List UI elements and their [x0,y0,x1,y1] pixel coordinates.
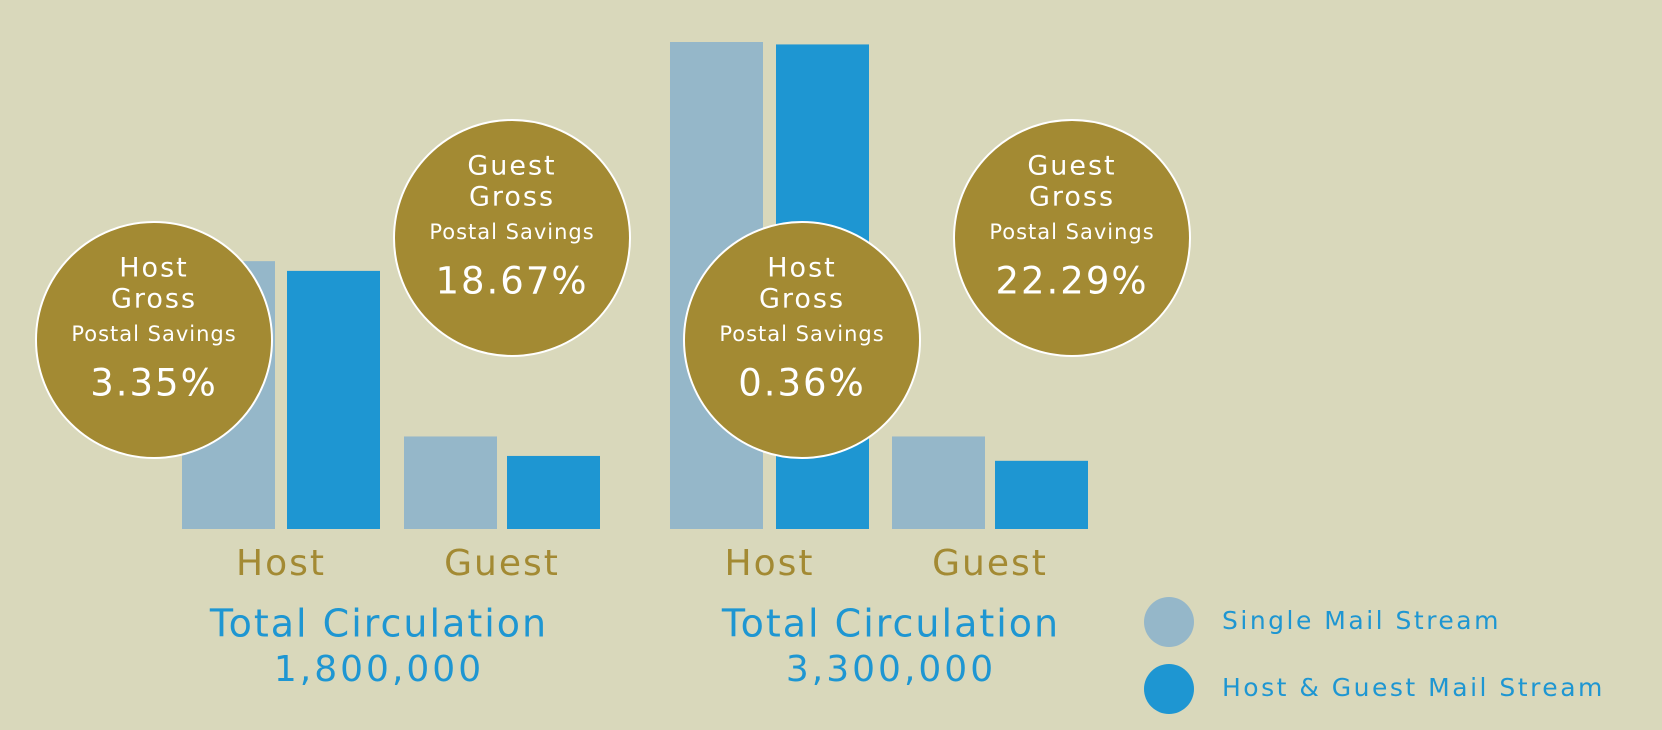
panel-subtitle: 3,300,000 [786,649,996,690]
legend-swatch [1144,664,1194,714]
legend-swatch [1144,597,1194,647]
panel-subtitle: 1,800,000 [274,649,484,690]
bar [995,460,1088,529]
panel-title: Total Circulation [209,602,548,646]
bar [404,436,497,529]
legend-label: Host & Guest Mail Stream [1222,673,1605,702]
bar [507,455,600,529]
badge-label: Gross [1029,182,1115,213]
badge-value: 18.67% [435,260,588,303]
badge-sublabel: Postal Savings [989,220,1154,244]
savings-badge [35,221,273,459]
savings-badge [393,119,631,357]
badge-label: Host [767,253,836,284]
savings-badge [683,221,921,459]
savings-badge [953,119,1191,357]
legend-label: Single Mail Stream [1222,606,1501,635]
category-label: Guest [444,543,560,584]
badge-label: Guest [1027,151,1116,182]
badge-sublabel: Postal Savings [71,322,236,346]
badge-value: 0.36% [738,362,866,405]
category-label: Host [725,543,815,584]
badge-label: Gross [469,182,555,213]
badge-label: Gross [111,284,197,315]
bar [287,270,380,529]
badge-label: Host [119,253,188,284]
badge-value: 3.35% [90,362,218,405]
badge-sublabel: Postal Savings [429,220,594,244]
category-label: Guest [932,543,1048,584]
badge-sublabel: Postal Savings [719,322,884,346]
bar [892,436,985,529]
badge-label: Gross [759,284,845,315]
panel-title: Total Circulation [721,602,1060,646]
category-label: Host [236,543,326,584]
badge-label: Guest [467,151,556,182]
badge-value: 22.29% [995,260,1148,303]
